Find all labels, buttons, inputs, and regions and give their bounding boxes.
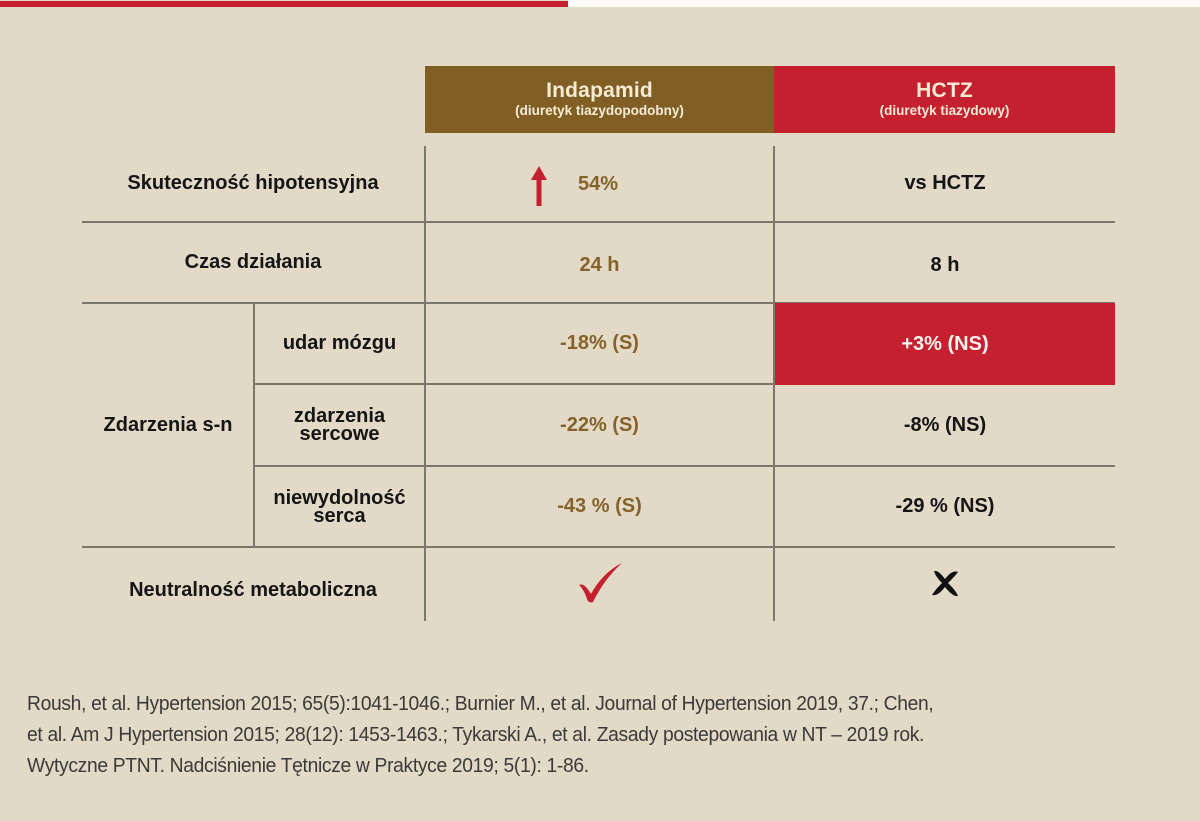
checkmark-icon <box>576 561 624 605</box>
indapamid-heart-failure-value: -43 % (S) <box>557 495 642 517</box>
indapamid-cardiac-value: -22% (S) <box>560 413 639 436</box>
reference-line: et al. Am J Hypertension 2015; 28(12): 1… <box>27 723 925 746</box>
indapamid-efficacy-cell: 54% <box>426 146 773 221</box>
hctz-duration-value: 8 h <box>930 254 960 276</box>
arrow-up-icon <box>530 166 548 208</box>
row-label-metabolic-neutrality: Neutralność metaboliczna <box>129 578 377 601</box>
subrow-label-heart-failure: niewydolność serca <box>255 467 424 546</box>
subrow-label-line1: zdarzenia <box>293 405 386 427</box>
subrow-label-stroke: udar mózgu <box>282 332 397 354</box>
column-header-hctz: HCTZ (diuretyk tiazydowy) <box>774 66 1115 133</box>
row-label-duration: Czas działania <box>184 251 322 273</box>
column-header-name: HCTZ <box>916 79 973 102</box>
indapamid-efficacy-value: 54% <box>578 173 619 195</box>
cross-icon <box>928 568 962 598</box>
grid-hline <box>82 302 1115 304</box>
indapamid-duration-value: 24 h <box>579 254 620 276</box>
reference-line: Wytyczne PTNT. Nadciśnienie Tętnicze w P… <box>27 754 589 777</box>
top-accent-bar <box>0 1 568 7</box>
hctz-stroke-value-highlighted: +3% (NS) <box>775 303 1115 385</box>
column-header-name: Indapamid <box>546 79 653 102</box>
subrow-label-line2: sercowe <box>299 423 380 445</box>
column-header-indapamid: Indapamid (diuretyk tiazydopodobny) <box>425 66 774 133</box>
hctz-cardiac-value: -8% (NS) <box>903 413 987 436</box>
indapamid-stroke-value: -18% (S) <box>560 332 639 354</box>
hctz-metabolic-cell <box>775 548 1115 618</box>
grid-vline-subrow-divider <box>253 303 255 548</box>
hctz-efficacy-cell: vs HCTZ <box>904 172 986 194</box>
column-header-subtitle: (diuretyk tiazydowy) <box>879 103 1010 118</box>
reference-line: Roush, et al. Hypertension 2015; 65(5):1… <box>27 692 934 715</box>
grid-hline <box>254 465 1115 467</box>
grid-hline <box>82 221 1115 223</box>
row-group-label-cv-events: Zdarzenia s-n <box>103 413 233 436</box>
subrow-label-line2: serca <box>313 504 366 527</box>
subrow-label-cardiac-events: zdarzenia sercowe <box>255 385 424 465</box>
hctz-heart-failure-value: -29 % (NS) <box>895 495 995 517</box>
column-header-subtitle: (diuretyk tiazydopodobny) <box>515 103 684 118</box>
grid-hline <box>82 546 1115 548</box>
indapamid-metabolic-cell <box>426 548 773 618</box>
grid-hline <box>254 383 1115 385</box>
top-white-strip <box>568 0 1200 7</box>
references: Roush, et al. Hypertension 2015; 65(5):1… <box>27 688 1183 781</box>
row-label-hypotensive-efficacy: Skuteczność hipotensyjna <box>127 172 379 194</box>
subrow-label-line1: niewydolność <box>273 486 406 509</box>
